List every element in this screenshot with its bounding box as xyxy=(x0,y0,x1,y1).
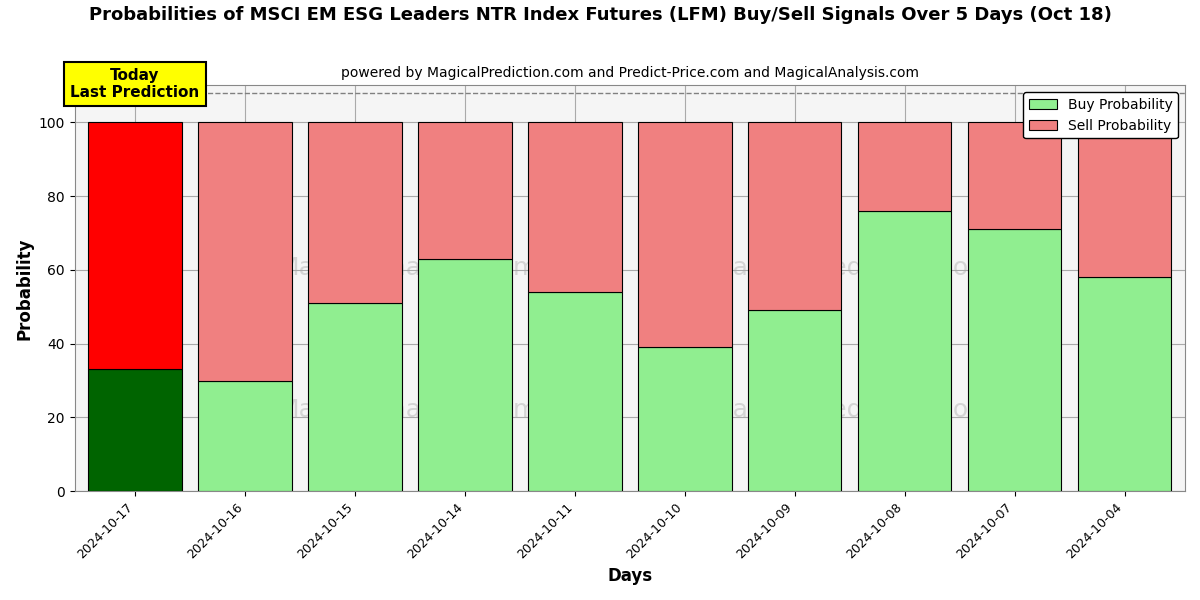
Y-axis label: Probability: Probability xyxy=(16,237,34,340)
Text: MagicalAnalysis.com: MagicalAnalysis.com xyxy=(277,398,538,422)
Text: MagicalPrediction.com: MagicalPrediction.com xyxy=(712,256,992,280)
Bar xyxy=(308,122,402,303)
Bar xyxy=(89,370,182,491)
Bar xyxy=(419,259,511,491)
Bar xyxy=(1078,122,1171,277)
Bar xyxy=(419,122,511,259)
Bar xyxy=(858,122,952,211)
Text: MagicalPrediction.com: MagicalPrediction.com xyxy=(712,398,992,422)
Bar xyxy=(198,380,292,491)
X-axis label: Days: Days xyxy=(607,567,653,585)
Bar xyxy=(638,122,732,347)
Bar xyxy=(858,211,952,491)
Text: Probabilities of MSCI EM ESG Leaders NTR Index Futures (LFM) Buy/Sell Signals Ov: Probabilities of MSCI EM ESG Leaders NTR… xyxy=(89,6,1111,24)
Text: Today
Last Prediction: Today Last Prediction xyxy=(71,68,199,100)
Bar xyxy=(1078,277,1171,491)
Title: powered by MagicalPrediction.com and Predict-Price.com and MagicalAnalysis.com: powered by MagicalPrediction.com and Pre… xyxy=(341,66,919,80)
Bar xyxy=(968,229,1061,491)
Bar xyxy=(638,347,732,491)
Bar xyxy=(308,303,402,491)
Bar xyxy=(748,122,841,310)
Bar xyxy=(528,292,622,491)
Bar xyxy=(748,310,841,491)
Bar xyxy=(968,122,1061,229)
Legend: Buy Probability, Sell Probability: Buy Probability, Sell Probability xyxy=(1024,92,1178,139)
Bar xyxy=(528,122,622,292)
Bar xyxy=(198,122,292,380)
Text: MagicalAnalysis.com: MagicalAnalysis.com xyxy=(277,256,538,280)
Bar xyxy=(89,122,182,370)
